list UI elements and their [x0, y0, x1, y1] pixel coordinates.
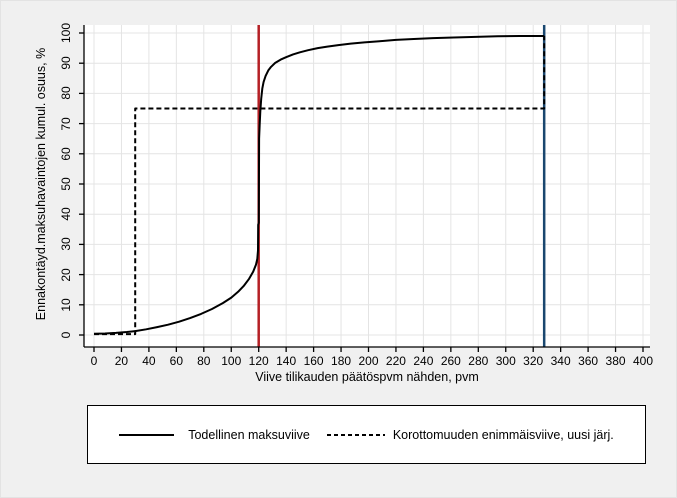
x-tick-label: 220 — [385, 354, 406, 368]
x-tick-label: 20 — [114, 354, 129, 368]
x-tick-label: 260 — [440, 354, 461, 368]
x-tick-label: 340 — [550, 354, 571, 368]
y-axis-title: Ennakontäyd.maksuhavaintojen kumul. osuu… — [34, 47, 48, 321]
y-tick-label: 10 — [59, 298, 73, 312]
x-tick-label: 380 — [605, 354, 626, 368]
y-tick-label: 20 — [59, 267, 73, 282]
x-tick-label: 60 — [169, 354, 184, 368]
solid-line-sample-icon — [119, 433, 175, 436]
x-tick-label: 140 — [276, 354, 297, 368]
x-tick-label: 300 — [495, 354, 516, 368]
y-tick-label: 40 — [59, 207, 73, 221]
x-tick-label: 100 — [221, 354, 242, 368]
legend-label-dashed: Korottomuuden enimmäisviive, uusi järj. — [392, 427, 614, 442]
x-tick-label: 40 — [142, 354, 156, 368]
x-tick-label: 360 — [578, 354, 599, 368]
dashed-series-line — [94, 36, 546, 336]
y-tick-label: 80 — [59, 86, 73, 101]
y-tick-label: 70 — [59, 116, 73, 131]
x-tick-label: 400 — [632, 354, 654, 368]
legend: Todellinen maksuviive Korottomuuden enim… — [87, 405, 646, 464]
x-tick-label: 0 — [90, 354, 98, 368]
y-tick-label: 90 — [59, 56, 73, 70]
x-tick-label: 120 — [248, 354, 269, 368]
y-tick-label: 60 — [59, 147, 73, 161]
y-tick-label: 0 — [59, 331, 73, 339]
legend-item-dashed: Korottomuuden enimmäisviive, uusi järj. — [326, 427, 614, 442]
x-axis-title: Viive tilikauden päätöspvm nähden, pvm — [255, 370, 479, 384]
plot-area — [84, 25, 650, 347]
legend-label-solid: Todellinen maksuviive — [188, 427, 310, 442]
y-tick-label: 30 — [59, 237, 73, 252]
x-tick-label: 160 — [303, 354, 324, 368]
dashed-line-sample-icon — [326, 433, 385, 436]
x-tick-label: 280 — [468, 354, 489, 368]
x-tick-label: 240 — [413, 354, 434, 368]
legend-item-solid: Todellinen maksuviive — [119, 428, 310, 442]
x-tick-label: 320 — [523, 354, 544, 368]
x-tick-label: 180 — [331, 354, 352, 368]
solid-series-line — [93, 35, 545, 335]
y-tick-label: 100 — [59, 22, 73, 44]
x-tick-label: 200 — [358, 354, 379, 368]
y-tick-label: 50 — [59, 177, 73, 191]
x-tick-label: 80 — [197, 354, 211, 368]
